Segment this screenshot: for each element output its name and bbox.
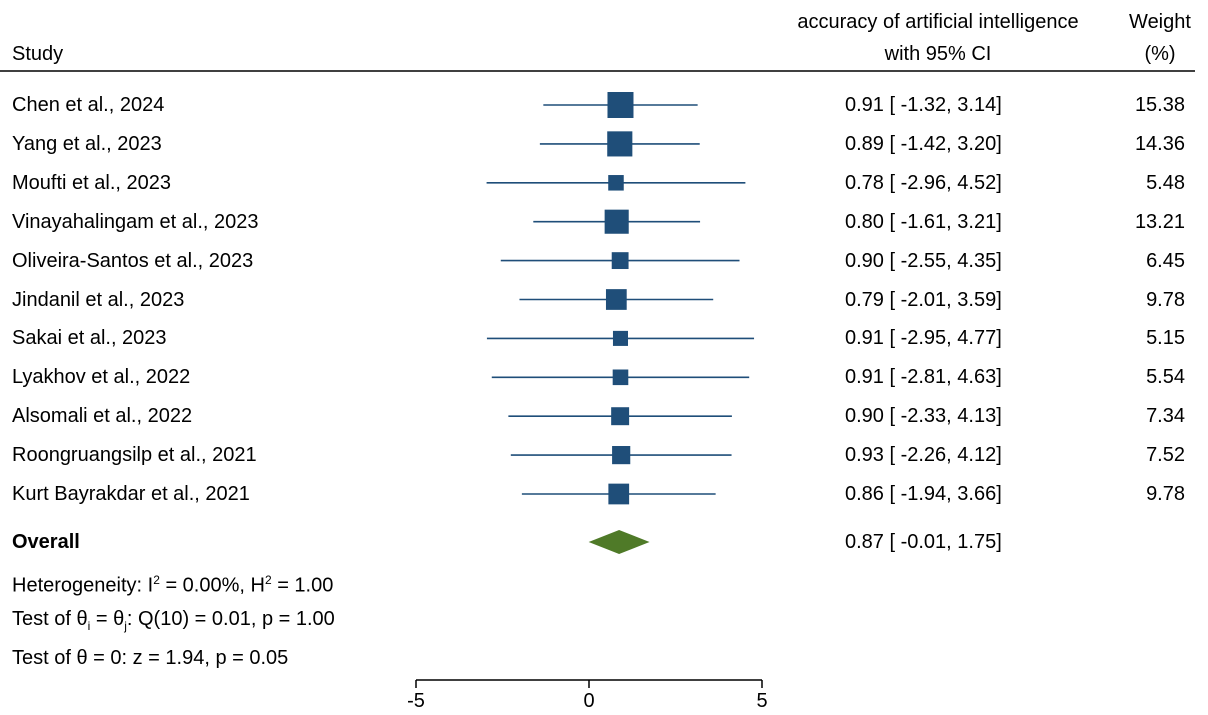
- study-weight: 7.34: [1146, 405, 1185, 428]
- study-name: Moufti et al., 2023: [12, 171, 171, 194]
- study-name: Alsomali et al., 2022: [12, 405, 193, 428]
- ci-layer: [486, 104, 755, 495]
- study-weight: 15.38: [1134, 94, 1185, 116]
- study-name: Kurt Bayrakdar et al., 2021: [12, 483, 250, 505]
- study-weight: 9.78: [1146, 288, 1185, 311]
- weight-column-header-line1: Weight: [1129, 11, 1191, 33]
- study-name: Oliveira-Santos et al., 2023: [12, 249, 254, 272]
- study-name: Lyakhov et al., 2022: [12, 366, 191, 389]
- study-ci-text: 0.89 [ -1.42, 3.20]: [845, 132, 1002, 155]
- heterogeneity-mid: = 0.00%, H: [159, 574, 265, 597]
- study-ci-text: 0.78 [ -2.96, 4.52]: [845, 171, 1002, 194]
- heterogeneity-suffix: = 1.00: [271, 574, 334, 597]
- study-column-header: Study: [12, 43, 64, 65]
- study-marker: [607, 131, 633, 157]
- marker-layer: [588, 92, 650, 554]
- heterogeneity-sup2: 2: [264, 573, 272, 587]
- theta-sub2: j: [124, 619, 127, 633]
- heterogeneity-sup1: 2: [153, 573, 160, 587]
- study-weight: 5.54: [1146, 366, 1185, 389]
- study-weight: 5.48: [1146, 171, 1185, 194]
- zero-test-stat: Test of θ = 0: z = 1.94, p = 0.05: [12, 647, 289, 669]
- study-marker: [608, 483, 630, 505]
- study-name: Sakai et al., 2023: [12, 327, 167, 350]
- study-marker: [612, 446, 631, 465]
- study-name: Chen et al., 2024: [12, 94, 165, 116]
- study-marker: [608, 175, 624, 191]
- study-weight: 9.78: [1146, 483, 1185, 505]
- heterogeneity-stat: Heterogeneity: I2 = 0.00%, H2 = 1.00: [12, 568, 333, 598]
- study-name: Vinayahalingam et al., 2023: [12, 210, 259, 233]
- x-tick-label: 0: [583, 690, 594, 712]
- study-weight: 14.36: [1134, 132, 1185, 155]
- x-tick-label: -5: [407, 690, 425, 712]
- study-marker: [612, 369, 629, 386]
- study-ci-text: 0.93 [ -2.26, 4.12]: [845, 444, 1002, 467]
- study-ci-text: 0.86 [ -1.94, 3.66]: [845, 483, 1002, 505]
- weight-column-header-line2: (%): [1144, 43, 1176, 65]
- heterogeneity-prefix: Heterogeneity: I: [12, 574, 154, 597]
- study-weight: 7.52: [1146, 444, 1185, 467]
- study-weight: 13.21: [1134, 210, 1185, 233]
- theta-suffix: : Q(10) = 0.01, p = 1.00: [126, 608, 335, 630]
- study-weight: 5.15: [1146, 327, 1185, 350]
- study-weight: 6.45: [1146, 249, 1185, 272]
- effect-column-header-line1: accuracy of artificial intelligence: [797, 11, 1079, 33]
- study-marker: [611, 407, 630, 426]
- study-marker: [605, 289, 627, 310]
- x-axis: -5 0 5: [407, 679, 768, 712]
- theta-sub1: i: [87, 619, 91, 633]
- study-ci-text: 0.91 [ -2.81, 4.63]: [845, 366, 1002, 389]
- overall-diamond: [588, 530, 650, 554]
- study-marker: [607, 92, 634, 118]
- study-ci-text: 0.91 [ -2.95, 4.77]: [845, 327, 1002, 350]
- study-marker: [604, 209, 629, 234]
- theta-test-stat: Test of θi = θj: Q(10) = 0.01, p = 1.00: [12, 607, 335, 638]
- study-ci-text: 0.80 [ -1.61, 3.21]: [845, 210, 1002, 233]
- study-ci-text: 0.91 [ -1.32, 3.14]: [845, 94, 1002, 116]
- theta-mid: = θ: [90, 608, 125, 630]
- study-marker: [611, 252, 629, 270]
- effect-column-header-line2: with 95% CI: [884, 43, 992, 65]
- study-marker: [612, 330, 629, 346]
- study-ci-text: 0.79 [ -2.01, 3.59]: [845, 288, 1002, 311]
- study-name: Yang et al., 2023: [12, 132, 162, 155]
- x-tick-label: 5: [756, 690, 767, 712]
- study-ci-text: 0.90 [ -2.55, 4.35]: [845, 249, 1002, 272]
- study-name: Roongruangsilp et al., 2021: [12, 444, 257, 467]
- overall-ci-text: 0.87 [ -0.01, 1.75]: [845, 531, 1002, 553]
- overall-label: Overall: [12, 531, 80, 553]
- theta-prefix: Test of θ: [12, 608, 88, 630]
- study-name: Jindanil et al., 2023: [12, 288, 185, 311]
- study-ci-text: 0.90 [ -2.33, 4.13]: [845, 405, 1002, 428]
